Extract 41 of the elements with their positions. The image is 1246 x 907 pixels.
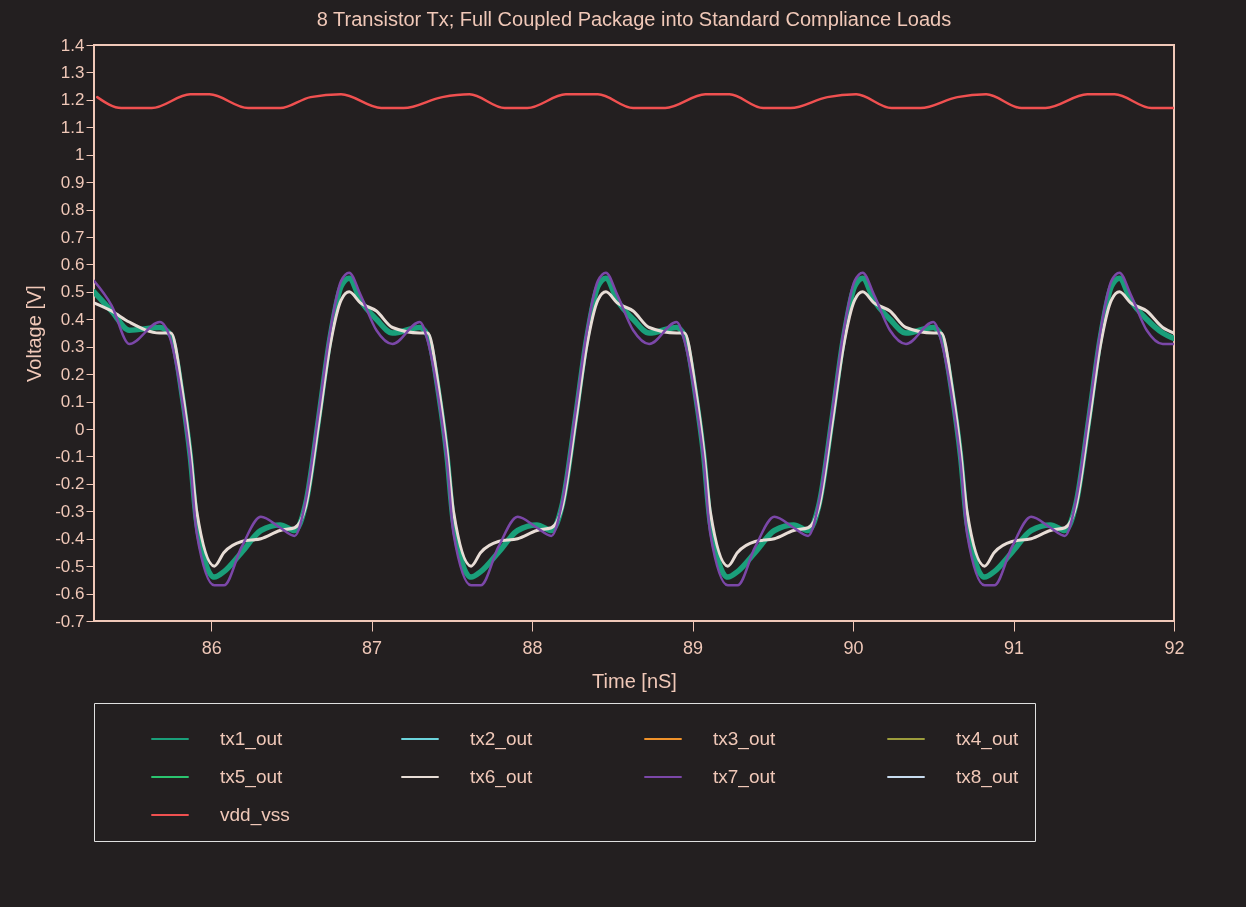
- x-tick-label: 88: [522, 637, 543, 658]
- x-tick-label: 90: [843, 637, 864, 658]
- legend-label: tx7_out: [713, 766, 777, 788]
- x-tick-label: 87: [362, 637, 383, 658]
- y-tick-label: 0.8: [60, 200, 85, 220]
- legend-label: tx8_out: [956, 766, 1020, 788]
- y-tick-label: -0.4: [55, 529, 85, 549]
- y-tick-label: 1.3: [60, 62, 85, 82]
- y-tick-label: -0.2: [55, 474, 85, 494]
- y-tick-label: 0.4: [60, 309, 85, 329]
- y-tick-label: 1.4: [60, 35, 85, 55]
- y-tick-label: 0.2: [60, 364, 85, 384]
- y-tick-label: 0.7: [60, 227, 85, 247]
- x-tick-label: 89: [683, 637, 704, 658]
- y-tick-label: 1: [75, 145, 85, 165]
- x-axis-title: Time [nS]: [592, 669, 677, 692]
- legend-label: tx4_out: [956, 728, 1020, 750]
- legend-label: vdd_vss: [220, 804, 290, 826]
- y-tick-label: -0.5: [55, 556, 85, 576]
- y-tick-label: -0.6: [55, 584, 85, 604]
- y-tick-label: 0.9: [60, 172, 85, 192]
- x-tick-label: 92: [1164, 637, 1185, 658]
- chart-title: 8 Transistor Tx; Full Coupled Package into Standard Compliance Loads: [316, 8, 952, 30]
- legend-label: tx2_out: [470, 728, 534, 750]
- y-tick-label: 1.1: [60, 117, 85, 137]
- y-axis-title: Voltage [V]: [23, 285, 46, 382]
- y-tick-label: 0.6: [60, 254, 85, 274]
- y-tick-label: 1.2: [60, 90, 85, 110]
- y-tick-label: 0.1: [60, 392, 85, 412]
- x-tick-label: 86: [201, 637, 222, 658]
- legend-label: tx5_out: [220, 766, 284, 788]
- y-tick-label: -0.7: [55, 611, 85, 631]
- y-tick-label: -0.1: [55, 446, 85, 466]
- y-tick-label: -0.3: [55, 501, 85, 521]
- legend-label: tx3_out: [713, 728, 777, 750]
- y-tick-label: 0: [75, 419, 85, 439]
- y-tick-label: 0.5: [60, 282, 85, 302]
- x-tick-label: 91: [1004, 637, 1025, 658]
- y-tick-label: 0.3: [60, 337, 85, 357]
- legend-label: tx6_out: [470, 766, 534, 788]
- legend-label: tx1_out: [220, 728, 284, 750]
